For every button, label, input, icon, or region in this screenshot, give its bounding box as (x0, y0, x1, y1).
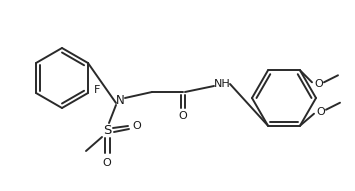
Text: O: O (317, 107, 326, 117)
Text: N: N (116, 94, 124, 107)
Text: O: O (103, 158, 111, 168)
Text: S: S (103, 124, 111, 137)
Text: O: O (315, 79, 323, 89)
Text: O: O (179, 111, 187, 121)
Text: NH: NH (214, 79, 230, 89)
Text: F: F (94, 85, 100, 95)
Text: O: O (133, 121, 141, 131)
